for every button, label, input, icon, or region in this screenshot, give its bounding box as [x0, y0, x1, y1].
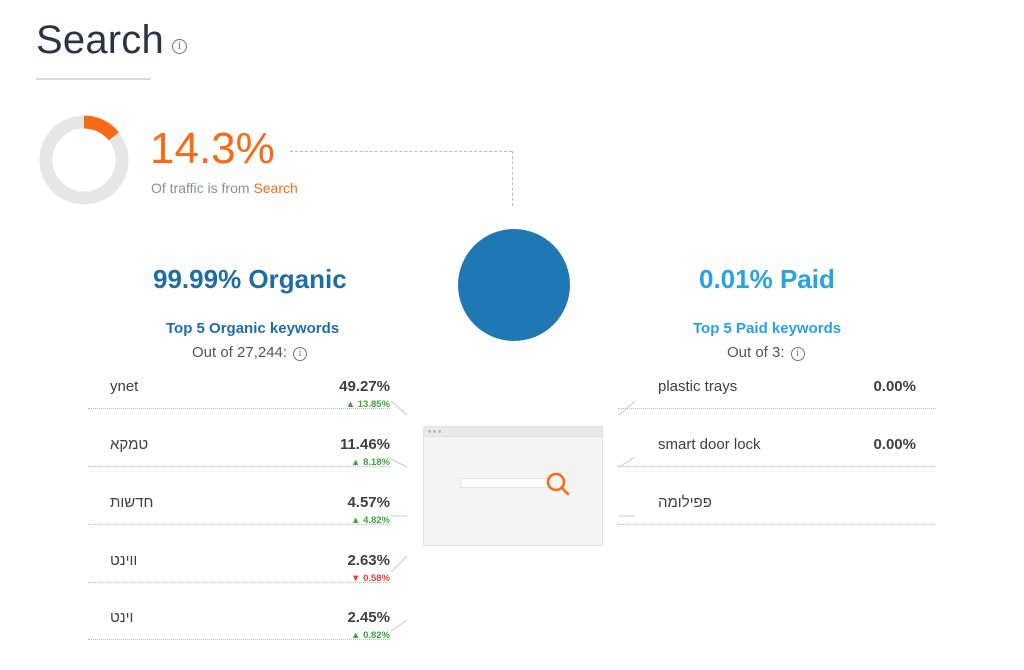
- up-arrow-icon: ▲: [351, 457, 361, 468]
- keyword-share: 0.00%: [873, 436, 916, 453]
- paid-keyword-row[interactable]: plastic trays 0.00%: [618, 378, 936, 409]
- title-divider: [36, 78, 151, 80]
- keyword-share: 2.45%: [347, 609, 390, 626]
- row-connectors: [390, 400, 636, 632]
- traffic-share-value: 14.3%: [150, 124, 275, 173]
- info-icon[interactable]: i: [790, 347, 805, 361]
- keyword-change: ▲ 0.82%: [351, 630, 390, 641]
- connector-line: [390, 458, 408, 468]
- info-icon[interactable]: i: [172, 39, 187, 54]
- organic-label: Organic: [248, 264, 347, 294]
- down-arrow-icon: ▼: [351, 573, 361, 584]
- keyword-name: ynet: [110, 378, 139, 395]
- connector-line: [390, 400, 408, 416]
- keyword-change: ▲ 8.18%: [351, 457, 390, 468]
- browser-dot: [438, 430, 441, 433]
- keyword-share: 0.00%: [873, 378, 916, 395]
- connector-line: [390, 555, 408, 573]
- keyword-change: ▼ 0.58%: [351, 573, 390, 584]
- organic-keyword-row[interactable]: חדשות 4.57% ▲ 4.82%: [88, 494, 390, 526]
- organic-keyword-row[interactable]: ווינט 2.63% ▼ 0.58%: [88, 552, 390, 584]
- up-arrow-icon: ▲: [345, 399, 356, 410]
- organic-keyword-row[interactable]: וינט 2.45% ▲ 0.82%: [88, 609, 390, 641]
- page-title: Search: [36, 18, 164, 62]
- traffic-share-caption: Of traffic is from Search: [151, 180, 298, 196]
- paid-out-of: Out of 3: i: [727, 344, 805, 361]
- connector-line: [618, 456, 636, 468]
- split-pie: [458, 229, 570, 341]
- browser-search-box: [460, 478, 550, 488]
- keyword-name: וינט: [110, 609, 134, 626]
- donut-share-arc: [39, 115, 129, 205]
- keyword-name: פפילומה: [658, 494, 712, 511]
- caption-prefix: Of traffic is from: [151, 180, 250, 196]
- connector-line: [618, 400, 636, 416]
- browser-dot: [428, 430, 431, 433]
- paid-label: Paid: [779, 264, 835, 294]
- paid-keyword-row[interactable]: smart door lock 0.00%: [618, 436, 936, 467]
- organic-keyword-row[interactable]: טמקא 11.46% ▲ 8.18%: [88, 436, 390, 468]
- keyword-name: טמקא: [110, 436, 149, 453]
- connector-line: [290, 151, 512, 152]
- info-icon[interactable]: i: [293, 347, 308, 361]
- keyword-name: smart door lock: [658, 436, 761, 453]
- caption-highlight: Search: [253, 180, 298, 196]
- paid-keyword-row[interactable]: פפילומה: [618, 494, 936, 525]
- organic-share: 99.99% Organic: [153, 264, 347, 295]
- keyword-share: 4.57%: [347, 494, 390, 511]
- keyword-change: ▲ 13.85%: [345, 399, 390, 410]
- keyword-share: 49.27%: [339, 378, 390, 395]
- paid-pct: 0.01%: [699, 264, 773, 294]
- magnifier-icon: [546, 472, 570, 496]
- paid-keywords-title: Top 5 Paid keywords: [693, 320, 842, 337]
- organic-keywords-title: Top 5 Organic keywords: [166, 320, 340, 337]
- keyword-name: ווינט: [110, 552, 138, 569]
- up-arrow-icon: ▲: [351, 515, 361, 526]
- keyword-name: חדשות: [110, 494, 154, 511]
- browser-title-bar: [424, 427, 602, 437]
- connector-line-vertical: [512, 151, 513, 206]
- keyword-share: 2.63%: [347, 552, 390, 569]
- organic-pct: 99.99%: [153, 264, 242, 294]
- keyword-share: 11.46%: [339, 436, 390, 453]
- paid-share: 0.01% Paid: [699, 264, 835, 295]
- search-browser-illustration: [423, 426, 603, 546]
- up-arrow-icon: ▲: [351, 630, 361, 641]
- organic-keyword-row[interactable]: ynet 49.27% ▲ 13.85%: [88, 378, 390, 410]
- paid-out-of-text: Out of 3:: [727, 344, 785, 361]
- traffic-share-donut: [39, 115, 129, 205]
- organic-out-of: Out of 27,244: i: [192, 344, 308, 361]
- browser-dot: [433, 430, 436, 433]
- organic-out-of-text: Out of 27,244:: [192, 344, 288, 361]
- keyword-name: plastic trays: [658, 378, 738, 395]
- keyword-change: ▲ 4.82%: [351, 515, 390, 526]
- connector-line: [390, 619, 408, 632]
